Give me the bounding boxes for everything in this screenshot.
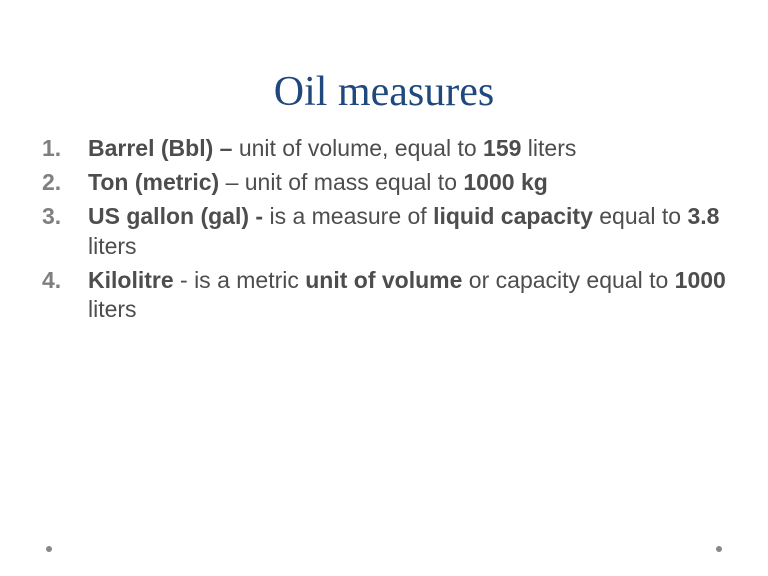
desc: or capacity equal to bbox=[462, 267, 674, 293]
slide: Oil measures Barrel (Bbl) – unit of volu… bbox=[0, 0, 768, 576]
term: Kilolitre bbox=[88, 267, 174, 293]
desc: liters bbox=[521, 135, 576, 161]
slide-title: Oil measures bbox=[42, 68, 726, 116]
term-mid: liquid capacity bbox=[433, 203, 593, 229]
desc: is a measure of bbox=[269, 203, 433, 229]
desc: equal to bbox=[593, 203, 688, 229]
value: 1000 kg bbox=[463, 169, 547, 195]
term: US gallon (gal) - bbox=[88, 203, 269, 229]
measures-list: Barrel (Bbl) – unit of volume, equal to … bbox=[42, 134, 726, 325]
list-item: US gallon (gal) - is a measure of liquid… bbox=[42, 202, 726, 262]
decoration-dot-left bbox=[46, 546, 52, 552]
list-item: Kilolitre - is a metric unit of volume o… bbox=[42, 266, 726, 326]
desc: unit of volume, equal to bbox=[239, 135, 483, 161]
value: 1000 bbox=[675, 267, 726, 293]
desc: – unit of mass equal to bbox=[219, 169, 463, 195]
list-item: Barrel (Bbl) – unit of volume, equal to … bbox=[42, 134, 726, 164]
decoration-dot-right bbox=[716, 546, 722, 552]
desc: liters bbox=[88, 296, 137, 322]
term-mid: unit of volume bbox=[305, 267, 462, 293]
value: 3.8 bbox=[688, 203, 720, 229]
value: 159 bbox=[483, 135, 521, 161]
term: Barrel (Bbl) – bbox=[88, 135, 239, 161]
term: Ton (metric) bbox=[88, 169, 219, 195]
list-item: Ton (metric) – unit of mass equal to 100… bbox=[42, 168, 726, 198]
desc: liters bbox=[88, 233, 137, 259]
desc: - is a metric bbox=[174, 267, 306, 293]
